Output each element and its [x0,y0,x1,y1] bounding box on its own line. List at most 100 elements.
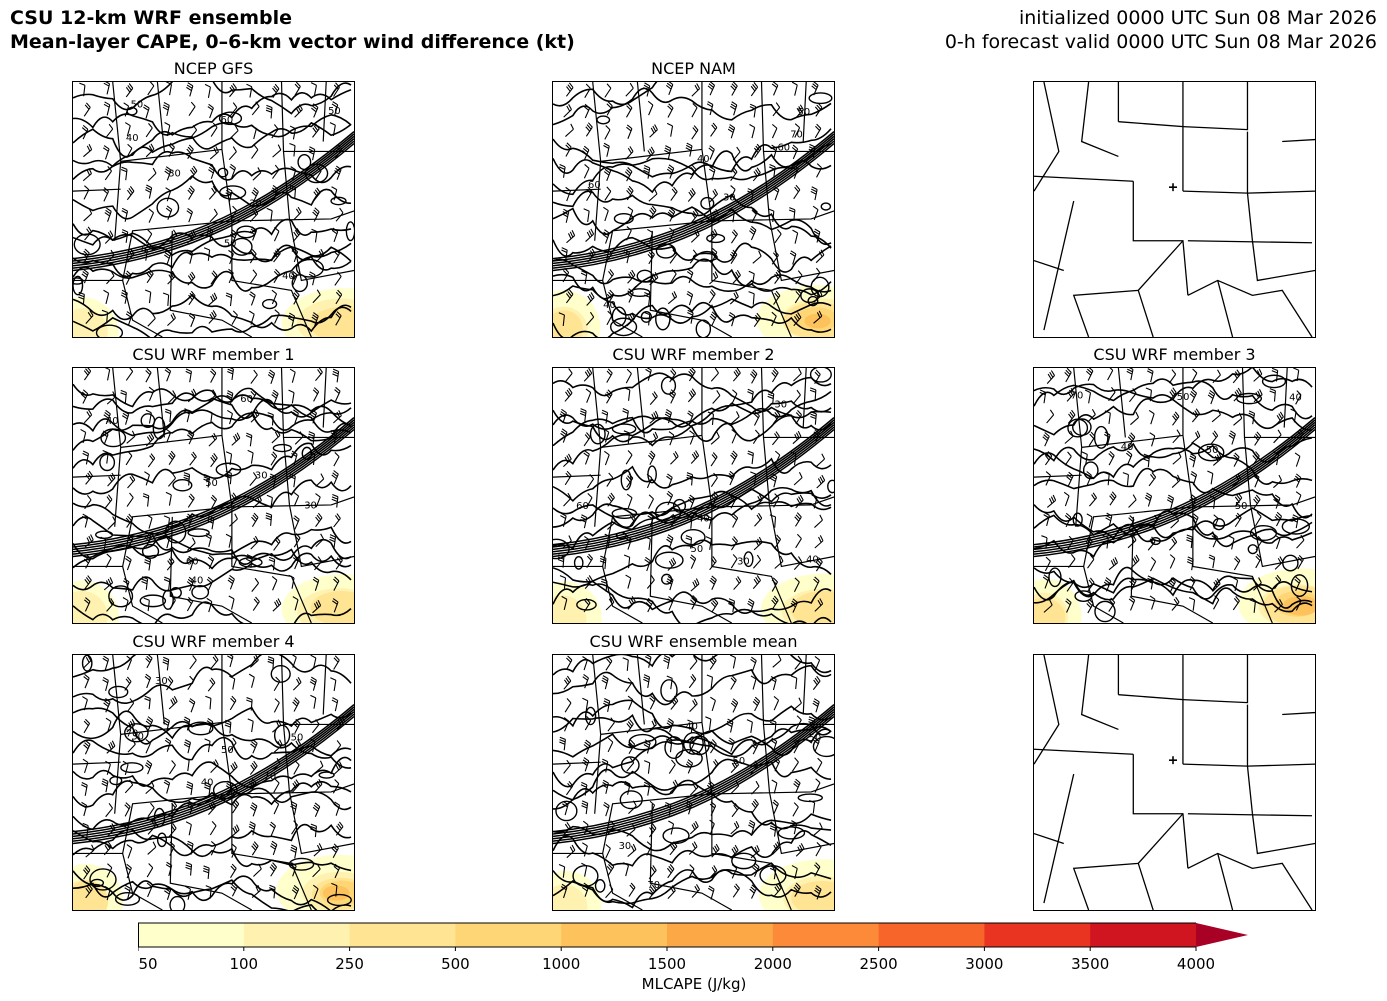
wind-barb [1148,410,1155,425]
wind-difference-contour [689,735,710,756]
wind-barb [204,83,211,98]
wind-barb [125,450,133,466]
wind-barb [1064,512,1072,528]
wind-barb [565,142,572,157]
wind-barb [102,655,110,670]
wind-barb [816,757,823,773]
wind-difference-contour [1034,523,1313,558]
wind-barb [1297,554,1304,570]
wind-barb [705,536,712,550]
wind-barb [249,760,258,775]
state-boundary [802,82,807,142]
wind-barb [1130,411,1140,426]
wind-barb [811,494,818,509]
wind-barb [1108,450,1115,466]
wind-barb [1294,576,1301,591]
state-boundary [1282,711,1315,716]
wind-barb [814,535,824,549]
wind-barb [292,697,300,712]
wind-barb [751,739,759,755]
wind-barb [227,575,235,590]
wind-barb [147,802,155,817]
colorbar-tick-label: 4000 [1177,955,1215,973]
wind-barb [648,431,659,445]
wind-barb [269,862,278,877]
wind-barb [208,432,218,447]
state-boundary [594,734,602,814]
wind-barb [562,800,569,816]
state-boundary [649,516,733,623]
wind-barb [126,430,136,444]
wind-barb [185,821,192,836]
wind-difference-contour [217,167,229,178]
wind-barb [228,146,237,161]
wind-barb [105,803,113,818]
wind-barb [293,515,300,530]
wind-barb [607,717,615,732]
wind-barb [643,164,651,179]
wind-barb [251,841,259,856]
state-boundary [1282,138,1315,143]
wind-barb [814,778,821,793]
wind-barb [663,655,671,669]
wind-barb [147,82,155,96]
wind-difference-contour [553,82,658,107]
wind-barb [643,674,651,689]
wind-barb [1042,432,1050,447]
wind-barb [273,698,280,713]
wind-difference-contour [660,679,678,702]
wind-barb [773,493,780,508]
wind-barb [315,493,321,508]
wind-barb [291,884,300,900]
wind-barb [1104,410,1111,425]
state-boundary [1217,280,1234,337]
wind-barb [689,554,697,569]
wind-barb [690,450,700,464]
state-boundary [636,368,645,438]
wind-barb [143,597,150,612]
state-boundary [1034,655,1060,765]
wind-difference-contour [156,832,168,848]
wind-barb [728,312,736,327]
wind-barb [272,758,281,772]
wind-barb [1252,451,1260,466]
cape-fill-shape [75,610,95,623]
wind-barb [312,207,320,222]
state-boundary [1034,832,1064,845]
state-boundary [1247,763,1315,767]
wind-barb [186,840,194,855]
wind-barb [205,695,212,710]
wind-barb [189,124,198,139]
wind-difference-contour [141,543,160,559]
wind-barb [1228,430,1236,445]
wind-barb [731,429,737,444]
wind-barb [169,841,175,856]
wind-barb [582,656,588,671]
wind-barb [748,270,755,285]
wind-barb [229,513,238,527]
wind-barb [187,555,195,571]
wind-barb [809,387,817,401]
wind-barb [754,512,763,527]
wind-barb [668,227,675,242]
contour-label: 50 [798,107,811,118]
wind-barbs [558,82,825,327]
wind-barb [228,268,234,284]
wind-barb [643,760,651,774]
wind-barb [689,655,698,670]
wind-barb [601,409,609,424]
wind-barb [599,555,607,570]
wind-barb [312,576,320,591]
state-boundary [1283,368,1288,428]
wind-barb [265,512,273,526]
wind-barb [273,248,281,263]
wind-barb [125,83,134,98]
wind-barb [812,267,821,282]
wind-barb [625,146,634,160]
wind-barb [582,697,589,712]
wind-barb [793,368,802,382]
wind-barb [647,719,657,733]
wind-barb [559,736,566,751]
wind-barb [563,675,572,690]
wind-barb [335,207,344,222]
